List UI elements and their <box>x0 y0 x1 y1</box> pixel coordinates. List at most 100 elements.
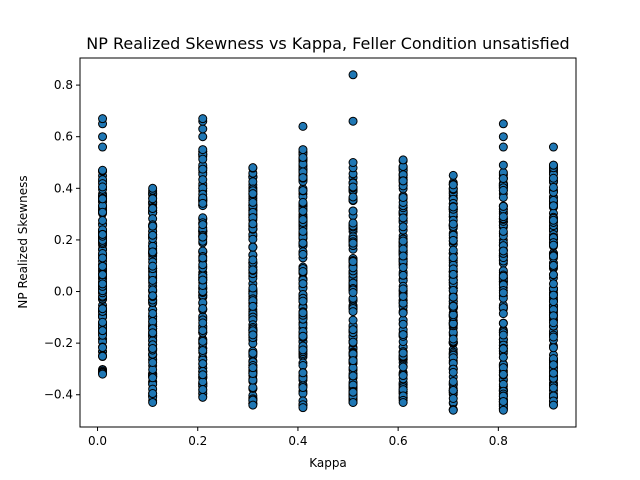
scatter-point <box>248 330 258 340</box>
scatter-point <box>248 283 258 293</box>
scatter-point <box>548 182 558 192</box>
scatter-point <box>298 215 308 225</box>
scatter-point <box>298 331 308 341</box>
scatter-point <box>448 219 458 229</box>
scatter-point <box>98 317 108 327</box>
scatter-point <box>448 170 458 180</box>
scatter-point <box>98 351 108 361</box>
scatter-point <box>448 385 458 395</box>
scatter-point <box>298 279 308 289</box>
scatter-point <box>398 213 408 223</box>
scatter-point <box>398 291 408 301</box>
scatter-point <box>498 309 508 319</box>
scatter-point <box>298 296 308 306</box>
scatter-point <box>348 257 358 267</box>
scatter-point <box>348 158 358 168</box>
scatter-point <box>98 142 108 152</box>
x-axis-ticks: 0.0 0.2 0.4 0.6 0.8 <box>88 427 508 448</box>
scatter-point <box>398 192 408 202</box>
scatter-point <box>198 175 208 185</box>
scatter-point <box>198 232 208 242</box>
scatter-point <box>198 275 208 285</box>
scatter-point <box>198 124 208 134</box>
scatter-point <box>248 234 258 244</box>
scatter-point <box>448 376 458 386</box>
scatter-point <box>348 387 358 397</box>
scatter-point <box>548 279 558 289</box>
scatter-point <box>398 284 408 294</box>
scatter-point <box>348 307 358 317</box>
scatter-point <box>448 235 458 245</box>
scatter-point <box>448 269 458 279</box>
x-tick-label: 0.0 <box>88 434 107 448</box>
scatter-point <box>198 359 208 369</box>
scatter-point <box>148 358 158 367</box>
scatter-point <box>548 201 558 211</box>
scatter-point <box>348 315 358 325</box>
scatter-point <box>498 318 508 328</box>
scatter-point <box>548 343 558 353</box>
scatter-point <box>148 275 158 285</box>
scatter-point <box>348 206 358 216</box>
scatter-point <box>498 246 508 256</box>
scatter-point <box>98 229 108 239</box>
x-tick-label: 0.6 <box>389 434 408 448</box>
scatter-point <box>548 318 558 328</box>
scatter-point <box>198 164 208 174</box>
scatter-point <box>498 288 508 298</box>
scatter-point <box>498 201 508 211</box>
scatter-point <box>298 249 308 259</box>
scatter-point <box>298 173 308 183</box>
scatter-point <box>248 189 258 199</box>
scatter-point <box>348 371 358 381</box>
scatter-point <box>98 253 108 263</box>
scatter-point <box>348 218 358 228</box>
scatter-point <box>498 132 508 142</box>
scatter-point <box>148 343 158 353</box>
scatter-point <box>498 352 508 362</box>
scatter-point <box>148 261 158 271</box>
scatter-point <box>98 279 108 289</box>
scatter-point <box>398 155 408 165</box>
scatter-point <box>198 384 208 394</box>
scatter-point <box>248 265 258 275</box>
scatter-point <box>448 394 458 403</box>
scatter-point <box>198 303 208 313</box>
scatter-point <box>498 226 508 236</box>
scatter-point <box>248 400 258 410</box>
x-tick-label: 0.2 <box>188 434 207 448</box>
scatter-point <box>298 308 308 318</box>
scatter-point <box>348 288 358 298</box>
scatter-point <box>548 290 558 300</box>
scatter-point <box>148 397 158 407</box>
scatter-point <box>148 247 158 257</box>
scatter-point <box>398 236 408 246</box>
scatter-point <box>198 145 208 155</box>
scatter-point <box>198 220 208 230</box>
scatter-point <box>548 240 558 250</box>
scatter-point <box>398 330 408 340</box>
scatter-point <box>198 253 208 263</box>
scatter-point <box>348 356 358 366</box>
scatter-point <box>398 348 408 358</box>
scatter-point <box>198 132 208 142</box>
y-tick-label: 0.8 <box>54 78 73 92</box>
scatter-point <box>248 219 258 229</box>
scatter-point <box>498 160 508 170</box>
scatter-point <box>298 238 308 248</box>
scatter-point <box>548 260 558 270</box>
scatter-point <box>248 301 258 311</box>
scatter-point <box>498 397 508 406</box>
scatter-point <box>248 163 258 173</box>
y-axis-ticks: −0.4 −0.2 0.0 0.2 0.4 0.6 0.8 <box>44 78 80 402</box>
scatter-point <box>498 344 508 354</box>
scatter-point <box>98 270 108 280</box>
scatter-point <box>98 216 108 225</box>
scatter-point <box>98 182 108 192</box>
scatter-point <box>198 198 208 208</box>
plot-area-frame <box>79 57 577 428</box>
scatter-point <box>148 373 158 383</box>
scatter-point <box>548 383 558 393</box>
scatter-point <box>498 330 508 340</box>
